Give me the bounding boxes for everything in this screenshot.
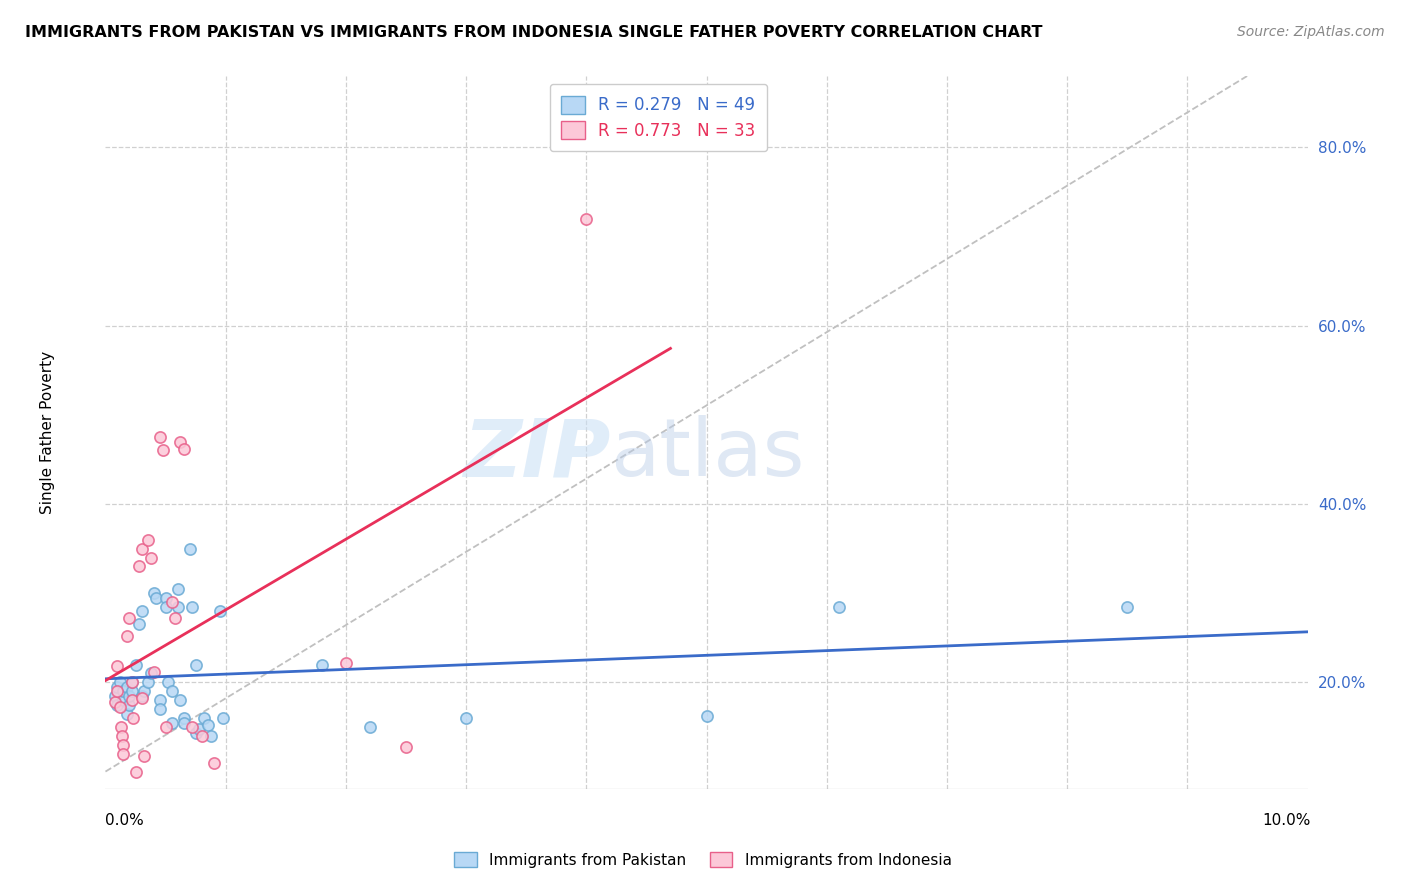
Point [131,691,153,706]
Point [112,684,135,698]
Point [131,689,153,703]
Point [118,611,141,625]
Point [202,756,225,770]
Point [108,675,131,690]
Point [193,711,215,725]
Point [184,726,207,740]
Point [136,533,159,547]
Point [145,591,167,605]
Point [828,599,851,614]
Point [139,550,162,565]
Point [197,718,219,732]
Point [112,693,135,707]
Point [107,698,129,712]
Point [122,711,145,725]
Point [107,659,129,673]
Text: atlas: atlas [610,415,804,493]
Point [112,747,135,761]
Point [136,675,159,690]
Point [208,604,231,618]
Point [155,599,177,614]
Point [696,709,718,723]
Point [359,720,381,734]
Point [128,559,150,574]
Point [179,541,201,556]
Point [188,722,211,736]
Point [115,680,138,694]
Point [121,675,143,690]
Point [118,689,141,703]
Point [148,693,170,707]
Point [200,729,222,743]
Point [132,684,155,698]
Point [454,711,477,725]
Point [160,715,183,730]
Point [181,599,204,614]
Text: 10.0%: 10.0% [1263,814,1310,828]
Point [575,211,598,226]
Point [108,700,131,714]
Point [160,684,183,698]
Point [124,657,146,672]
Point [115,629,138,643]
Text: Single Father Poverty: Single Father Poverty [41,351,55,514]
Point [107,680,129,694]
Point [155,720,177,734]
Point [115,706,138,721]
Point [395,739,418,754]
Point [131,541,153,556]
Text: IMMIGRANTS FROM PAKISTAN VS IMMIGRANTS FROM INDONESIA SINGLE FATHER POVERTY CORR: IMMIGRANTS FROM PAKISTAN VS IMMIGRANTS F… [25,25,1043,40]
Text: 0.0%: 0.0% [105,814,145,828]
Point [132,748,155,763]
Point [131,604,153,618]
Point [128,617,150,632]
Point [1116,599,1139,614]
Point [166,599,188,614]
Point [181,720,204,734]
Point [152,443,174,458]
Point [156,675,179,690]
Text: ZIP: ZIP [463,415,610,493]
Point [121,675,143,690]
Point [148,430,170,444]
Point [111,729,134,743]
Point [148,702,170,716]
Point [142,665,165,679]
Point [121,684,143,698]
Point [124,764,146,779]
Point [169,434,191,449]
Point [139,666,162,681]
Point [107,684,129,698]
Point [104,689,127,703]
Legend: Immigrants from Pakistan, Immigrants from Indonesia: Immigrants from Pakistan, Immigrants fro… [447,844,959,875]
Point [155,591,177,605]
Point [190,729,212,743]
Point [173,442,195,456]
Point [142,586,165,600]
Point [212,711,235,725]
Point [169,693,191,707]
Point [335,656,357,670]
Legend: R = 0.279   N = 49, R = 0.773   N = 33: R = 0.279 N = 49, R = 0.773 N = 33 [550,84,768,152]
Point [165,611,187,625]
Point [160,595,183,609]
Point [311,657,333,672]
Text: Source: ZipAtlas.com: Source: ZipAtlas.com [1237,25,1385,39]
Point [166,582,188,596]
Point [173,711,195,725]
Point [173,715,195,730]
Point [118,698,141,712]
Point [112,738,135,752]
Point [184,657,207,672]
Point [121,693,143,707]
Point [110,720,132,734]
Point [104,695,127,709]
